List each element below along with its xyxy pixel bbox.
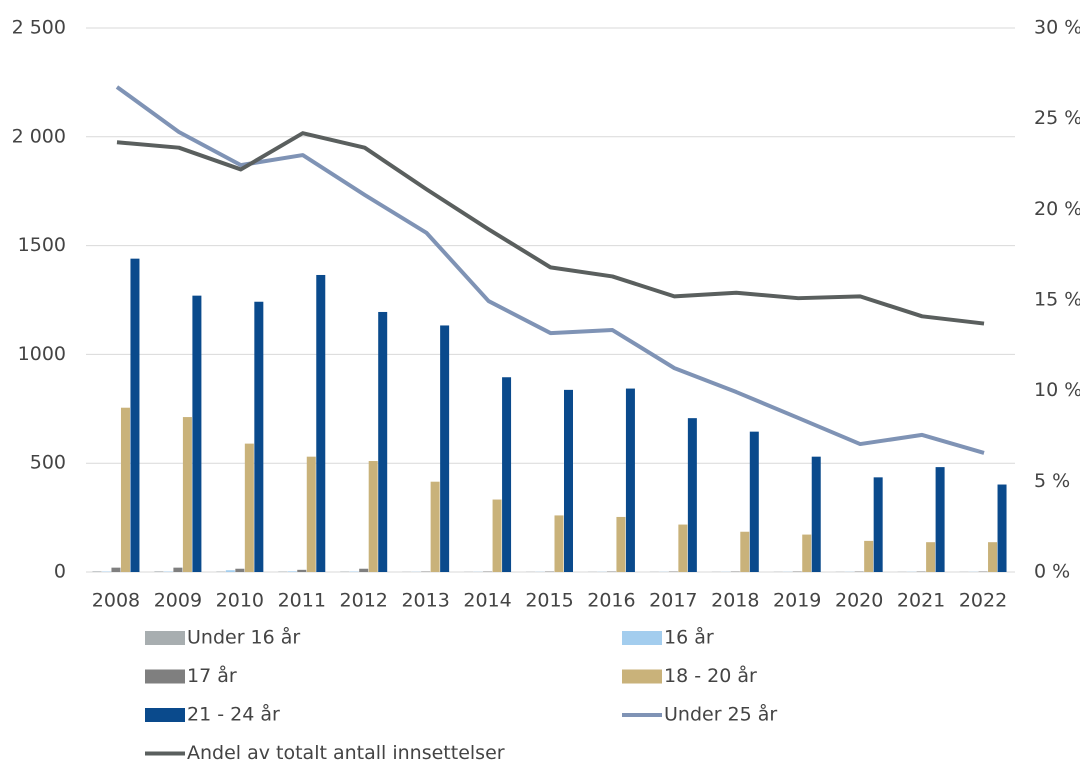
bar <box>997 484 1007 572</box>
bar <box>287 571 297 572</box>
bar <box>935 467 945 572</box>
legend-swatch <box>145 708 185 722</box>
bar <box>864 540 874 572</box>
bar <box>120 407 130 572</box>
legend-swatch <box>622 669 662 684</box>
x-tick-label: 2010 <box>216 590 264 612</box>
bar <box>687 418 697 572</box>
bar <box>244 443 254 572</box>
x-tick-label: 2017 <box>649 590 697 612</box>
legend-label: Under 16 år <box>187 626 300 649</box>
bar <box>378 311 388 572</box>
bar <box>749 431 759 572</box>
bar <box>130 258 140 572</box>
bar <box>430 481 440 572</box>
x-tick-label: 2015 <box>525 590 573 612</box>
x-tick-label: 2009 <box>154 590 202 612</box>
x-tick-label: 2018 <box>711 590 759 612</box>
bar <box>316 274 326 572</box>
bar <box>625 388 635 572</box>
legend-label: Andel av totalt antall innsettelser <box>187 742 505 760</box>
y2-tick-label: 30 % <box>1034 17 1080 39</box>
bar <box>235 568 245 572</box>
x-tick-label: 2020 <box>835 590 883 612</box>
y-tick-label: 500 <box>30 452 66 474</box>
legend-label: 18 - 20 år <box>664 664 757 687</box>
bar <box>173 567 183 572</box>
bar <box>225 570 235 572</box>
line <box>116 131 985 326</box>
line <box>115 85 985 455</box>
bar <box>554 515 564 572</box>
x-tick-label: 2021 <box>897 590 945 612</box>
bar <box>306 456 316 572</box>
legend-label: 17 år <box>187 664 237 687</box>
y-tick-label: 1000 <box>18 343 66 365</box>
bar <box>368 461 378 572</box>
y2-tick-label: 15 % <box>1034 289 1080 311</box>
bar <box>182 417 192 572</box>
bar <box>297 569 307 572</box>
y-tick-label: 1500 <box>18 234 66 256</box>
legend-swatch <box>145 631 185 645</box>
y2-tick-label: 25 % <box>1034 107 1080 129</box>
legend-swatch <box>145 669 185 684</box>
y2-tick-label: 20 % <box>1034 198 1080 220</box>
bar <box>564 389 573 572</box>
bar <box>811 456 821 572</box>
legend-label: Under 25 år <box>664 703 777 726</box>
y2-tick-label: 10 % <box>1034 379 1080 401</box>
bar <box>92 571 102 572</box>
x-tick-label: 2013 <box>401 590 449 612</box>
bar <box>492 499 502 572</box>
x-tick-label: 2014 <box>463 590 511 612</box>
bar <box>616 516 626 572</box>
bar <box>988 542 998 572</box>
bar <box>111 567 121 572</box>
y2-tick-label: 0 % <box>1034 561 1070 583</box>
bar <box>740 531 750 572</box>
x-tick-label: 2019 <box>773 590 821 612</box>
legend-label: 16 år <box>664 626 714 649</box>
bar <box>678 524 688 572</box>
x-tick-label: 2011 <box>278 590 326 612</box>
x-tick-label: 2016 <box>587 590 635 612</box>
bar <box>873 477 883 572</box>
y-tick-label: 2 500 <box>12 17 66 39</box>
x-tick-label: 2012 <box>340 590 388 612</box>
bar <box>192 295 202 572</box>
y2-tick-label: 5 % <box>1034 470 1070 492</box>
x-tick-label: 2008 <box>92 590 140 612</box>
bar <box>254 301 264 572</box>
bar <box>802 534 812 572</box>
bar <box>926 542 936 572</box>
legend-label: 21 - 24 år <box>187 703 280 726</box>
bar <box>440 325 450 572</box>
bar <box>154 571 164 572</box>
y-tick-label: 2 000 <box>12 125 66 147</box>
x-tick-label: 2022 <box>959 590 1007 612</box>
bar <box>502 377 512 572</box>
legend-swatch <box>622 631 662 645</box>
y-tick-label: 0 <box>54 561 66 583</box>
bar <box>359 568 369 572</box>
